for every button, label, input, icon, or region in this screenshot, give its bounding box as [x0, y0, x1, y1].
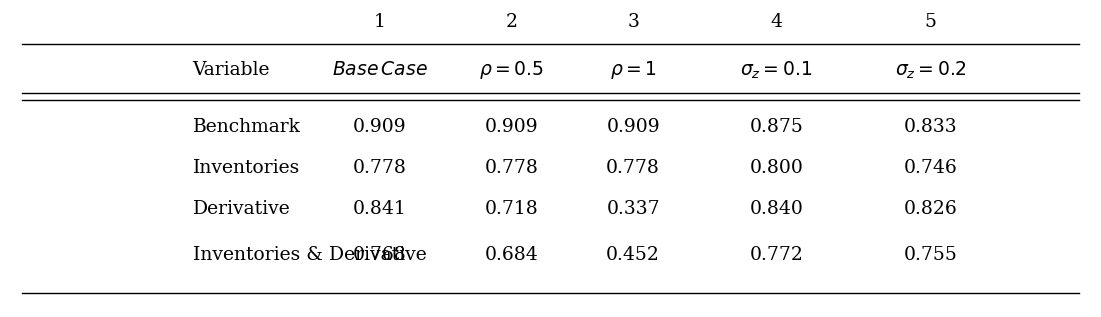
Text: 0.718: 0.718 — [486, 200, 538, 218]
Text: $\sigma_z = 0.2$: $\sigma_z = 0.2$ — [895, 59, 966, 81]
Text: $\rho = 1$: $\rho = 1$ — [610, 59, 656, 81]
Text: 0.772: 0.772 — [750, 246, 803, 264]
Text: 0.684: 0.684 — [486, 246, 538, 264]
Text: 2: 2 — [506, 13, 517, 31]
Text: 0.778: 0.778 — [486, 159, 538, 177]
Text: 0.768: 0.768 — [353, 246, 406, 264]
Text: 0.833: 0.833 — [904, 118, 957, 136]
Text: 0.778: 0.778 — [353, 159, 406, 177]
Text: Benchmark: Benchmark — [193, 118, 301, 136]
Text: 0.909: 0.909 — [607, 118, 659, 136]
Text: 0.841: 0.841 — [353, 200, 406, 218]
Text: Inventories & Derivative: Inventories & Derivative — [193, 246, 426, 264]
Text: 0.909: 0.909 — [353, 118, 406, 136]
Text: $Base\,Case$: $Base\,Case$ — [333, 61, 427, 79]
Text: 0.746: 0.746 — [904, 159, 957, 177]
Text: 0.840: 0.840 — [750, 200, 803, 218]
Text: 1: 1 — [374, 13, 385, 31]
Text: 0.909: 0.909 — [486, 118, 538, 136]
Text: 3: 3 — [628, 13, 639, 31]
Text: $\rho = 0.5$: $\rho = 0.5$ — [479, 59, 545, 81]
Text: 0.755: 0.755 — [904, 246, 957, 264]
Text: 0.800: 0.800 — [750, 159, 803, 177]
Text: Inventories: Inventories — [193, 159, 299, 177]
Text: 5: 5 — [925, 13, 936, 31]
Text: 0.337: 0.337 — [607, 200, 659, 218]
Text: Derivative: Derivative — [193, 200, 291, 218]
Text: 4: 4 — [771, 13, 782, 31]
Text: 0.778: 0.778 — [607, 159, 659, 177]
Text: Variable: Variable — [193, 61, 270, 79]
Text: $\sigma_z = 0.1$: $\sigma_z = 0.1$ — [740, 59, 813, 81]
Text: 0.826: 0.826 — [904, 200, 957, 218]
Text: 0.452: 0.452 — [607, 246, 659, 264]
Text: 0.875: 0.875 — [750, 118, 803, 136]
